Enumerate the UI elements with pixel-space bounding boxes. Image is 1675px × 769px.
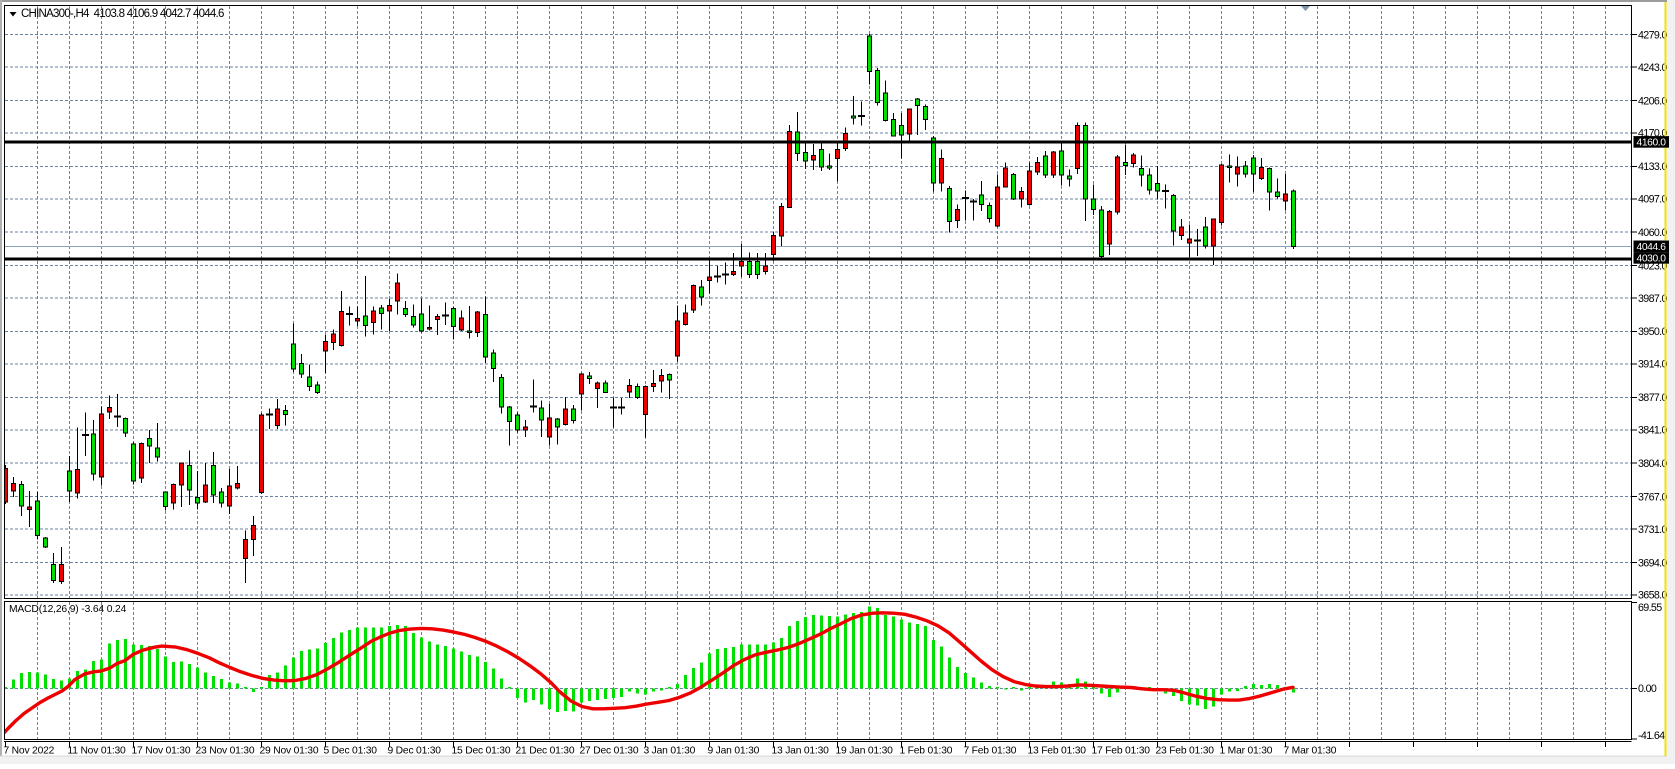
svg-text:3804.0: 3804.0 bbox=[1638, 458, 1667, 470]
svg-text:4206.0: 4206.0 bbox=[1638, 95, 1667, 107]
svg-text:3694.0: 3694.0 bbox=[1638, 557, 1667, 569]
svg-text:1 Feb 01:30: 1 Feb 01:30 bbox=[900, 746, 953, 757]
svg-text:0.00: 0.00 bbox=[1638, 683, 1657, 695]
svg-text:4030.0: 4030.0 bbox=[1637, 254, 1667, 265]
svg-text:23 Nov 01:30: 23 Nov 01:30 bbox=[196, 746, 255, 757]
svg-text:3 Jan 01:30: 3 Jan 01:30 bbox=[644, 746, 696, 757]
svg-text:3914.0: 3914.0 bbox=[1638, 359, 1667, 371]
svg-text:5 Dec 01:30: 5 Dec 01:30 bbox=[324, 746, 378, 757]
svg-text:13 Feb 01:30: 13 Feb 01:30 bbox=[1028, 746, 1087, 757]
svg-text:7 Feb 01:30: 7 Feb 01:30 bbox=[964, 746, 1017, 757]
svg-text:9 Jan 01:30: 9 Jan 01:30 bbox=[708, 746, 760, 757]
svg-text:27 Dec 01:30: 27 Dec 01:30 bbox=[580, 746, 639, 757]
svg-text:3841.0: 3841.0 bbox=[1638, 425, 1667, 437]
svg-text:11 Nov 01:30: 11 Nov 01:30 bbox=[68, 746, 127, 757]
svg-text:-41.64: -41.64 bbox=[1638, 730, 1665, 742]
svg-text:7 Mar 01:30: 7 Mar 01:30 bbox=[1284, 746, 1337, 757]
svg-text:21 Dec 01:30: 21 Dec 01:30 bbox=[516, 746, 575, 757]
svg-text:69.55: 69.55 bbox=[1638, 602, 1662, 614]
svg-text:4279.0: 4279.0 bbox=[1638, 29, 1667, 41]
svg-text:3877.0: 3877.0 bbox=[1638, 392, 1667, 404]
svg-text:23 Feb 01:30: 23 Feb 01:30 bbox=[1156, 746, 1215, 757]
svg-text:19 Jan 01:30: 19 Jan 01:30 bbox=[836, 746, 894, 757]
svg-text:4060.0: 4060.0 bbox=[1638, 227, 1667, 239]
svg-text:3731.0: 3731.0 bbox=[1638, 524, 1667, 536]
svg-text:3767.0: 3767.0 bbox=[1638, 491, 1667, 503]
svg-text:13 Jan 01:30: 13 Jan 01:30 bbox=[772, 746, 830, 757]
svg-text:4243.0: 4243.0 bbox=[1638, 62, 1667, 74]
svg-text:7 Nov 2022: 7 Nov 2022 bbox=[4, 746, 55, 757]
svg-text:9 Dec 01:30: 9 Dec 01:30 bbox=[388, 746, 442, 757]
svg-text:4160.0: 4160.0 bbox=[1637, 138, 1667, 149]
svg-text:4044.6: 4044.6 bbox=[1637, 242, 1667, 253]
svg-text:29 Nov 01:30: 29 Nov 01:30 bbox=[260, 746, 319, 757]
svg-text:4133.0: 4133.0 bbox=[1638, 161, 1667, 173]
svg-text:4097.0: 4097.0 bbox=[1638, 194, 1667, 206]
svg-text:17 Nov 01:30: 17 Nov 01:30 bbox=[132, 746, 191, 757]
svg-text:15 Dec 01:30: 15 Dec 01:30 bbox=[452, 746, 511, 757]
svg-text:CHINA300-,H4 4103.8 4106.9 40: CHINA300-,H4 4103.8 4106.9 4042.7 4044.6 bbox=[21, 8, 224, 20]
svg-text:1 Mar 01:30: 1 Mar 01:30 bbox=[1220, 746, 1273, 757]
svg-text:3658.0: 3658.0 bbox=[1638, 590, 1667, 602]
svg-text:3950.0: 3950.0 bbox=[1638, 326, 1667, 338]
svg-text:17 Feb 01:30: 17 Feb 01:30 bbox=[1092, 746, 1151, 757]
svg-text:3987.0: 3987.0 bbox=[1638, 293, 1667, 305]
svg-text:MACD(12,26,9) -3.64 0.24: MACD(12,26,9) -3.64 0.24 bbox=[9, 604, 127, 615]
